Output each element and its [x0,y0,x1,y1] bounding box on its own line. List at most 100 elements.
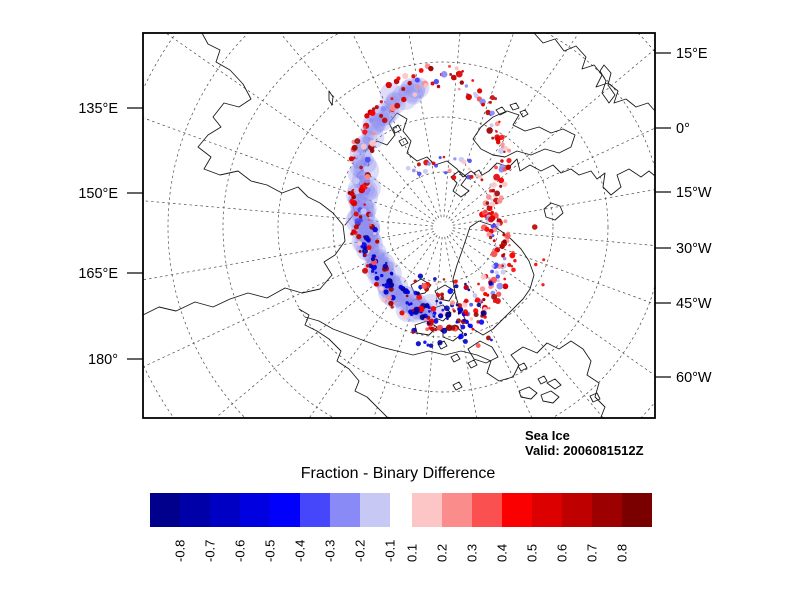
ice-difference-speckle [433,315,436,318]
ice-difference-speckle [438,313,444,319]
coastline-franz-josef-land [495,102,529,118]
meridian-line [448,33,580,220]
ice-difference-speckle [449,73,453,76]
ice-difference-speckle [353,177,360,185]
ice-difference-speckle [480,273,487,280]
ice-difference-speckle [491,182,497,188]
ice-difference-speckle [411,74,416,79]
right-axis-tick-label: 15°W [676,185,712,201]
coastline-siberia [143,33,346,316]
ice-difference-speckle [452,309,456,313]
meridian-line [214,233,436,418]
ice-difference-speckle [479,286,486,292]
ice-difference-speckle [371,107,376,111]
ice-difference-speckle [396,76,401,81]
colorbar-tick-label: -0.2 [353,540,368,562]
ice-difference-speckle [379,82,403,105]
parallel-line [167,33,655,418]
ice-difference-speckle [363,235,370,241]
ice-difference-speckle [440,329,443,333]
ice-difference-speckle [445,311,452,318]
ice-difference-speckle [360,143,367,150]
ice-difference-speckle [373,134,377,139]
meridian-line [143,228,434,281]
ice-difference-speckle [534,262,538,267]
ice-difference-speckle [369,139,377,147]
ice-difference-speckle [480,310,487,317]
ice-difference-speckle [482,306,488,312]
ice-difference-speckle [428,310,431,313]
ice-difference-speckle [500,159,504,163]
ice-difference-speckle [491,264,495,268]
ice-difference-speckle [353,211,359,217]
ice-difference-speckle [542,258,546,262]
ice-difference-speckle [462,318,466,322]
ice-difference-speckle [436,324,444,331]
ice-difference-speckle [440,295,445,300]
ice-difference-speckle [462,309,468,315]
colorbar-segment [412,493,442,527]
ice-difference-speckle [362,248,368,255]
ice-difference-speckle [482,297,486,302]
ice-difference-speckle [372,111,392,132]
ice-difference-speckle [353,187,360,195]
ice-difference-speckle [363,203,366,206]
ice-difference-speckle [434,282,438,286]
ice-difference-speckle [384,282,391,289]
ice-difference-speckle [490,198,493,201]
colorbar-segment [442,493,472,527]
ice-difference-speckle [371,252,395,276]
ice-difference-speckle [503,277,507,281]
ice-difference-speckle [363,166,370,173]
ice-difference-speckle [370,269,375,273]
ice-difference-speckle [435,328,438,331]
ice-difference-speckle [381,298,386,303]
ice-difference-speckle [463,332,467,337]
ice-difference-speckle [490,224,496,229]
ice-difference-speckle [357,241,363,246]
ice-difference-speckle [449,300,456,306]
ice-difference-speckle [399,310,405,316]
ice-difference-speckle [471,327,475,331]
colorbar-tick-label: 0.8 [615,544,630,562]
ice-difference-speckle [425,327,429,332]
ice-difference-speckle [370,256,376,262]
ice-difference-speckle [381,283,385,287]
meridian-line [143,230,435,368]
parallel-line [387,171,499,283]
ice-difference-speckle [463,284,469,290]
ice-difference-speckle [507,148,512,153]
ice-difference-speckle [352,154,368,170]
ice-difference-speckle [420,307,425,312]
ice-difference-speckle [485,219,489,224]
ice-difference-speckle [386,295,392,301]
ice-difference-speckle [416,294,422,300]
ice-difference-speckle [459,80,464,85]
ice-difference-speckle [503,219,508,224]
ice-difference-speckle [428,65,434,72]
ice-difference-speckle [351,229,357,234]
ice-difference-speckle [349,198,355,204]
ice-difference-speckle [492,239,496,243]
ice-difference-speckle [485,194,492,200]
ice-difference-speckle [498,177,505,184]
ice-difference-speckle [368,263,373,269]
ice-difference-speckle [471,79,475,82]
ice-difference-speckle [493,173,501,181]
ice-difference-speckle [426,161,431,166]
coastline-baffin [467,340,499,364]
ice-difference-speckle [426,343,430,347]
meridian-line [451,127,655,224]
ice-difference-speckle [364,151,371,158]
colorbar-tick-label: 0.6 [555,544,570,562]
right-axis-tick-label: 30°W [676,241,712,257]
ice-difference-speckle [374,281,380,287]
ice-difference-speckle [502,283,509,290]
ice-difference-speckle [428,343,434,348]
ice-difference-speckle [362,129,368,135]
ice-difference-speckle [437,340,443,346]
ice-difference-speckle [423,83,429,88]
left-axis-tick-label: 180° [88,352,118,368]
ice-difference-speckle [467,323,471,328]
colorbar-segment [502,493,532,527]
